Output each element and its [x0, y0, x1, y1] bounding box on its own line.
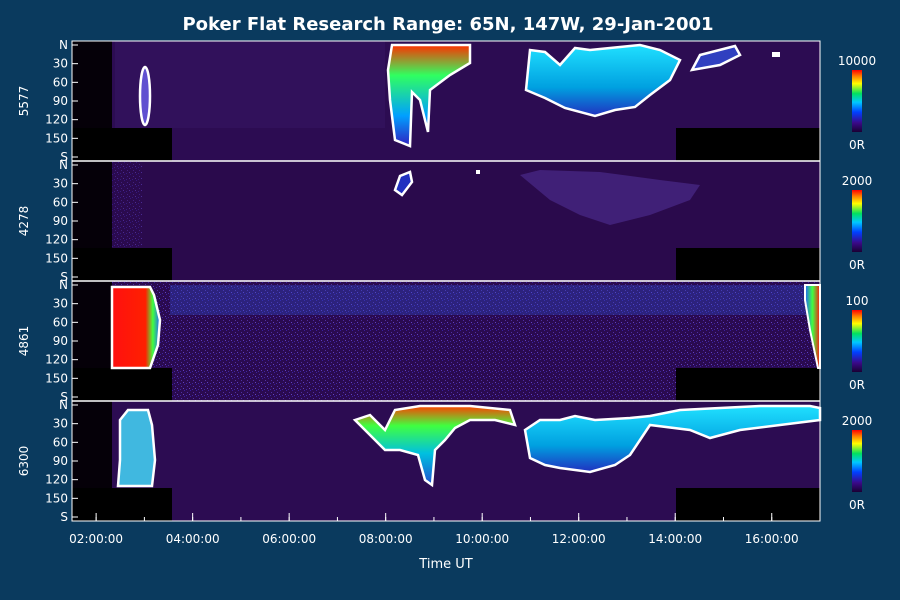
colorbar [852, 430, 862, 492]
no-data-block [72, 41, 112, 128]
panel-wavelength-label: 5577 [17, 86, 31, 117]
colorbar-min-label: 0R [849, 498, 865, 512]
colorbar [852, 190, 862, 252]
y-tick-label: 30 [53, 177, 68, 191]
panel-4278 [71, 160, 821, 282]
no-data-block [72, 128, 172, 161]
y-tick-label: 60 [53, 195, 68, 209]
emission-region [170, 285, 810, 315]
panel-wavelength-label: 4861 [17, 326, 31, 357]
y-tick-label: 30 [53, 417, 68, 431]
chart-title: Poker Flat Research Range: 65N, 147W, 29… [182, 14, 713, 35]
no-data-block [72, 368, 172, 401]
x-tick-label: 02:00:00 [69, 532, 123, 546]
y-tick-label: 30 [53, 57, 68, 71]
x-tick-label: 12:00:00 [552, 532, 606, 546]
colorbar [852, 70, 862, 132]
no-data-block [72, 401, 112, 488]
y-tick-label: 60 [53, 75, 68, 89]
emission-region [524, 43, 682, 118]
y-tick-label: N [59, 38, 68, 52]
y-tick-label: 90 [53, 214, 68, 228]
colorbar-max-label: 10000 [838, 54, 876, 68]
emission-region [523, 404, 822, 474]
no-data-block [72, 248, 172, 281]
emission-region [116, 408, 157, 488]
no-data-block [72, 488, 172, 521]
x-tick-label: 04:00:00 [166, 532, 220, 546]
no-data-block [676, 488, 820, 521]
emission-region [476, 170, 480, 174]
emission-region [772, 52, 780, 57]
x-axis-label: Time UT [418, 557, 472, 572]
y-tick-label: N [59, 158, 68, 172]
colorbar-max-label: 2000 [842, 414, 873, 428]
colorbars: 10000 0R 2000 0R 100 0R 2000 0R [838, 54, 876, 512]
emission-region [393, 170, 414, 197]
y-tick-label: 150 [45, 251, 68, 265]
panel-5577 [71, 40, 821, 162]
y-tick-label: 120 [45, 353, 68, 367]
panel-wavelength-label: 6300 [17, 446, 31, 477]
y-tick-label: 150 [45, 131, 68, 145]
no-data-block [676, 128, 820, 161]
no-data-block [72, 281, 112, 368]
y-tick-label: S [60, 150, 68, 164]
y-tick-label: 120 [45, 473, 68, 487]
y-tick-label: 30 [53, 297, 68, 311]
panel-6300 [71, 400, 822, 522]
y-tick-label: 120 [45, 233, 68, 247]
emission-region [386, 43, 472, 148]
emission-region [352, 404, 517, 488]
colorbar-min-label: 0R [849, 138, 865, 152]
y-tick-label: 150 [45, 371, 68, 385]
y-tick-label: 90 [53, 94, 68, 108]
emission-region [110, 285, 162, 370]
y-tick-label: S [60, 270, 68, 284]
emission-region [520, 170, 700, 225]
emission-region [115, 41, 385, 128]
y-tick-label: 60 [53, 315, 68, 329]
no-data-block [72, 161, 112, 248]
x-axis-ticks: 02:00:00 04:00:00 06:00:00 08:00:00 10:00:00… [69, 513, 821, 546]
y-tick-label: S [60, 390, 68, 404]
colorbar [852, 310, 862, 372]
y-tick-label: S [60, 510, 68, 524]
y-tick-label: N [59, 398, 68, 412]
colorbar-min-label: 0R [849, 378, 865, 392]
x-tick-label: 08:00:00 [359, 532, 413, 546]
y-axis-ticks: N306090120150SN306090120150SN30609012015… [45, 38, 78, 524]
x-tick-label: 10:00:00 [455, 532, 509, 546]
panel-4861 [71, 280, 821, 402]
y-tick-label: 120 [45, 113, 68, 127]
no-data-block [676, 248, 820, 281]
colorbar-max-label: 2000 [842, 174, 873, 188]
y-tick-label: 60 [53, 435, 68, 449]
y-tick-label: N [59, 278, 68, 292]
y-tick-label: 150 [45, 491, 68, 505]
y-tick-label: 90 [53, 454, 68, 468]
colorbar-max-label: 100 [846, 294, 869, 308]
emission-region [138, 65, 152, 127]
emission-region [112, 161, 142, 248]
emission-region [689, 44, 742, 72]
x-tick-label: 06:00:00 [262, 532, 316, 546]
x-tick-label: 16:00:00 [745, 532, 799, 546]
colorbar-min-label: 0R [849, 258, 865, 272]
no-data-block [676, 368, 820, 401]
panel-labels: 5577 4278 4861 6300 [17, 86, 31, 477]
y-tick-label: 90 [53, 334, 68, 348]
panel-wavelength-label: 4278 [17, 206, 31, 237]
x-tick-label: 14:00:00 [648, 532, 702, 546]
